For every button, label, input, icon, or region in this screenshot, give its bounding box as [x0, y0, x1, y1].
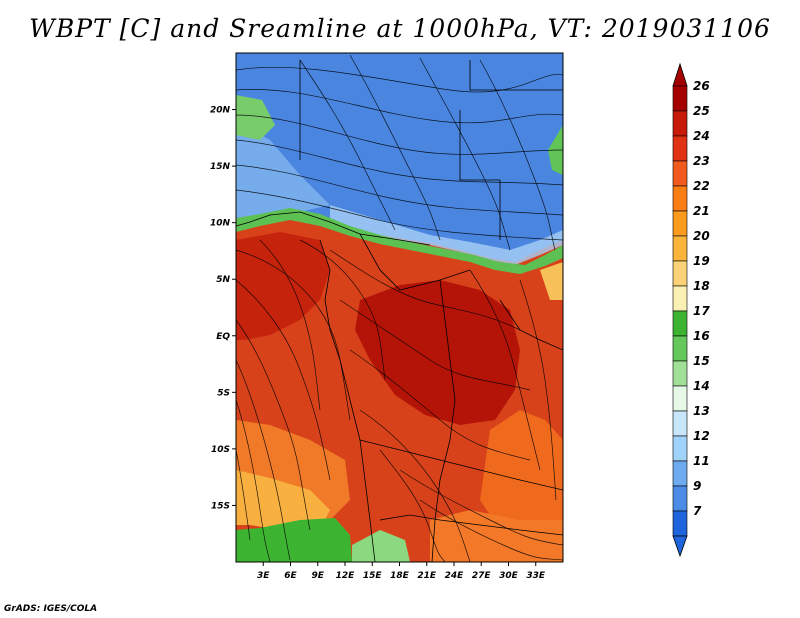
colorbar-swatch [672, 435, 688, 462]
light-blue-band [330, 205, 563, 265]
colorbar-label: 12 [693, 429, 710, 443]
wbpt-field [236, 53, 563, 562]
southwest-yellow-zone [236, 470, 330, 530]
colorbar-label: 19 [693, 254, 710, 268]
colorbar-swatch [672, 335, 688, 362]
lat-tick-label: 5N [216, 275, 230, 285]
colorbar-label: 18 [693, 279, 710, 293]
colorbar-swatch [672, 510, 688, 537]
lon-tick-label: 21E [417, 571, 437, 581]
lon-tick-label: 6E [284, 571, 297, 581]
colorbar-label: 23 [693, 154, 710, 168]
east-orange-zone [480, 410, 563, 540]
lon-tick-label: 33E [526, 571, 546, 581]
lat-tick-label: 20N [210, 106, 231, 116]
colorbar-label: 20 [693, 229, 710, 243]
colorbar-swatch [672, 235, 688, 262]
lon-tick-label: 9E [312, 571, 325, 581]
lat-tick-label: 5S [217, 388, 230, 398]
colorbar-label: 11 [693, 454, 710, 468]
colorbar-label: 14 [693, 379, 710, 393]
colorbar-swatch [672, 310, 688, 337]
colorbar-label: 24 [693, 129, 710, 143]
colorbar-label: 15 [693, 354, 710, 368]
colorbar-label: 7 [693, 504, 702, 518]
longitude-axis: 3E 6E 9E 12E 15E 18E 21E 24E 27E 30E 33E [257, 562, 546, 581]
lon-tick-label: 12E [336, 571, 356, 581]
colorbar-swatch [672, 360, 688, 387]
green-patch-nw [236, 95, 275, 140]
colorbar-swatch [672, 85, 688, 112]
colorbar: 26 25 24 23 22 21 20 19 18 17 16 15 14 13 12 11 9 7 [672, 62, 710, 558]
lon-tick-label: 30E [499, 571, 519, 581]
colorbar-label: 21 [693, 204, 710, 218]
east-coast-yellow [540, 262, 563, 300]
chart-title: WBPT [C] and Sreamline at 1000hPa, VT: 2… [29, 14, 771, 43]
colorbar-swatch [672, 285, 688, 312]
south-light-green-patch [352, 530, 410, 562]
colorbar-bottom-arrow [672, 535, 688, 558]
latitude-axis: 20N 15N 10N 5N EQ 5S 10S 15S [210, 106, 236, 511]
colorbar-swatch [672, 160, 688, 187]
lon-tick-label: 15E [363, 571, 383, 581]
colorbar-swatch [672, 385, 688, 412]
lon-tick-label: 3E [257, 571, 270, 581]
colorbar-label: 13 [693, 404, 710, 418]
lat-tick-label: 15S [211, 501, 230, 511]
colorbar-swatch [672, 185, 688, 212]
colorbar-swatch [672, 210, 688, 237]
colorbar-label: 17 [693, 304, 710, 318]
cool-region-north [236, 53, 563, 262]
lat-tick-label: 10N [210, 219, 231, 229]
colorbar-label: 22 [693, 179, 710, 193]
lat-tick-label: 10S [211, 445, 230, 455]
lon-tick-label: 18E [390, 571, 410, 581]
colorbar-label: 16 [693, 329, 710, 343]
colorbar-swatch [672, 485, 688, 512]
grads-credit: GrADS: IGES/COLA [4, 604, 98, 614]
lat-tick-label: 15N [210, 162, 231, 172]
colorbar-swatch [672, 460, 688, 487]
lon-tick-label: 24E [445, 571, 465, 581]
deep-red-core [355, 280, 520, 425]
southwest-green-patch [236, 518, 352, 562]
colorbar-label: 9 [693, 479, 701, 493]
country-borders [236, 60, 563, 562]
colorbar-label: 25 [693, 104, 710, 118]
lighter-blue-band [236, 120, 330, 226]
streamlines [236, 54, 563, 562]
lon-tick-label: 27E [472, 571, 492, 581]
colorbar-swatch [672, 410, 688, 437]
colorbar-label: 26 [693, 79, 710, 93]
colorbar-top-arrow [672, 62, 688, 87]
colorbar-swatch [672, 110, 688, 137]
colorbar-swatch [672, 135, 688, 162]
lat-tick-label: EQ [216, 332, 230, 342]
colorbar-swatch [672, 260, 688, 287]
transition-green-band [236, 208, 563, 274]
